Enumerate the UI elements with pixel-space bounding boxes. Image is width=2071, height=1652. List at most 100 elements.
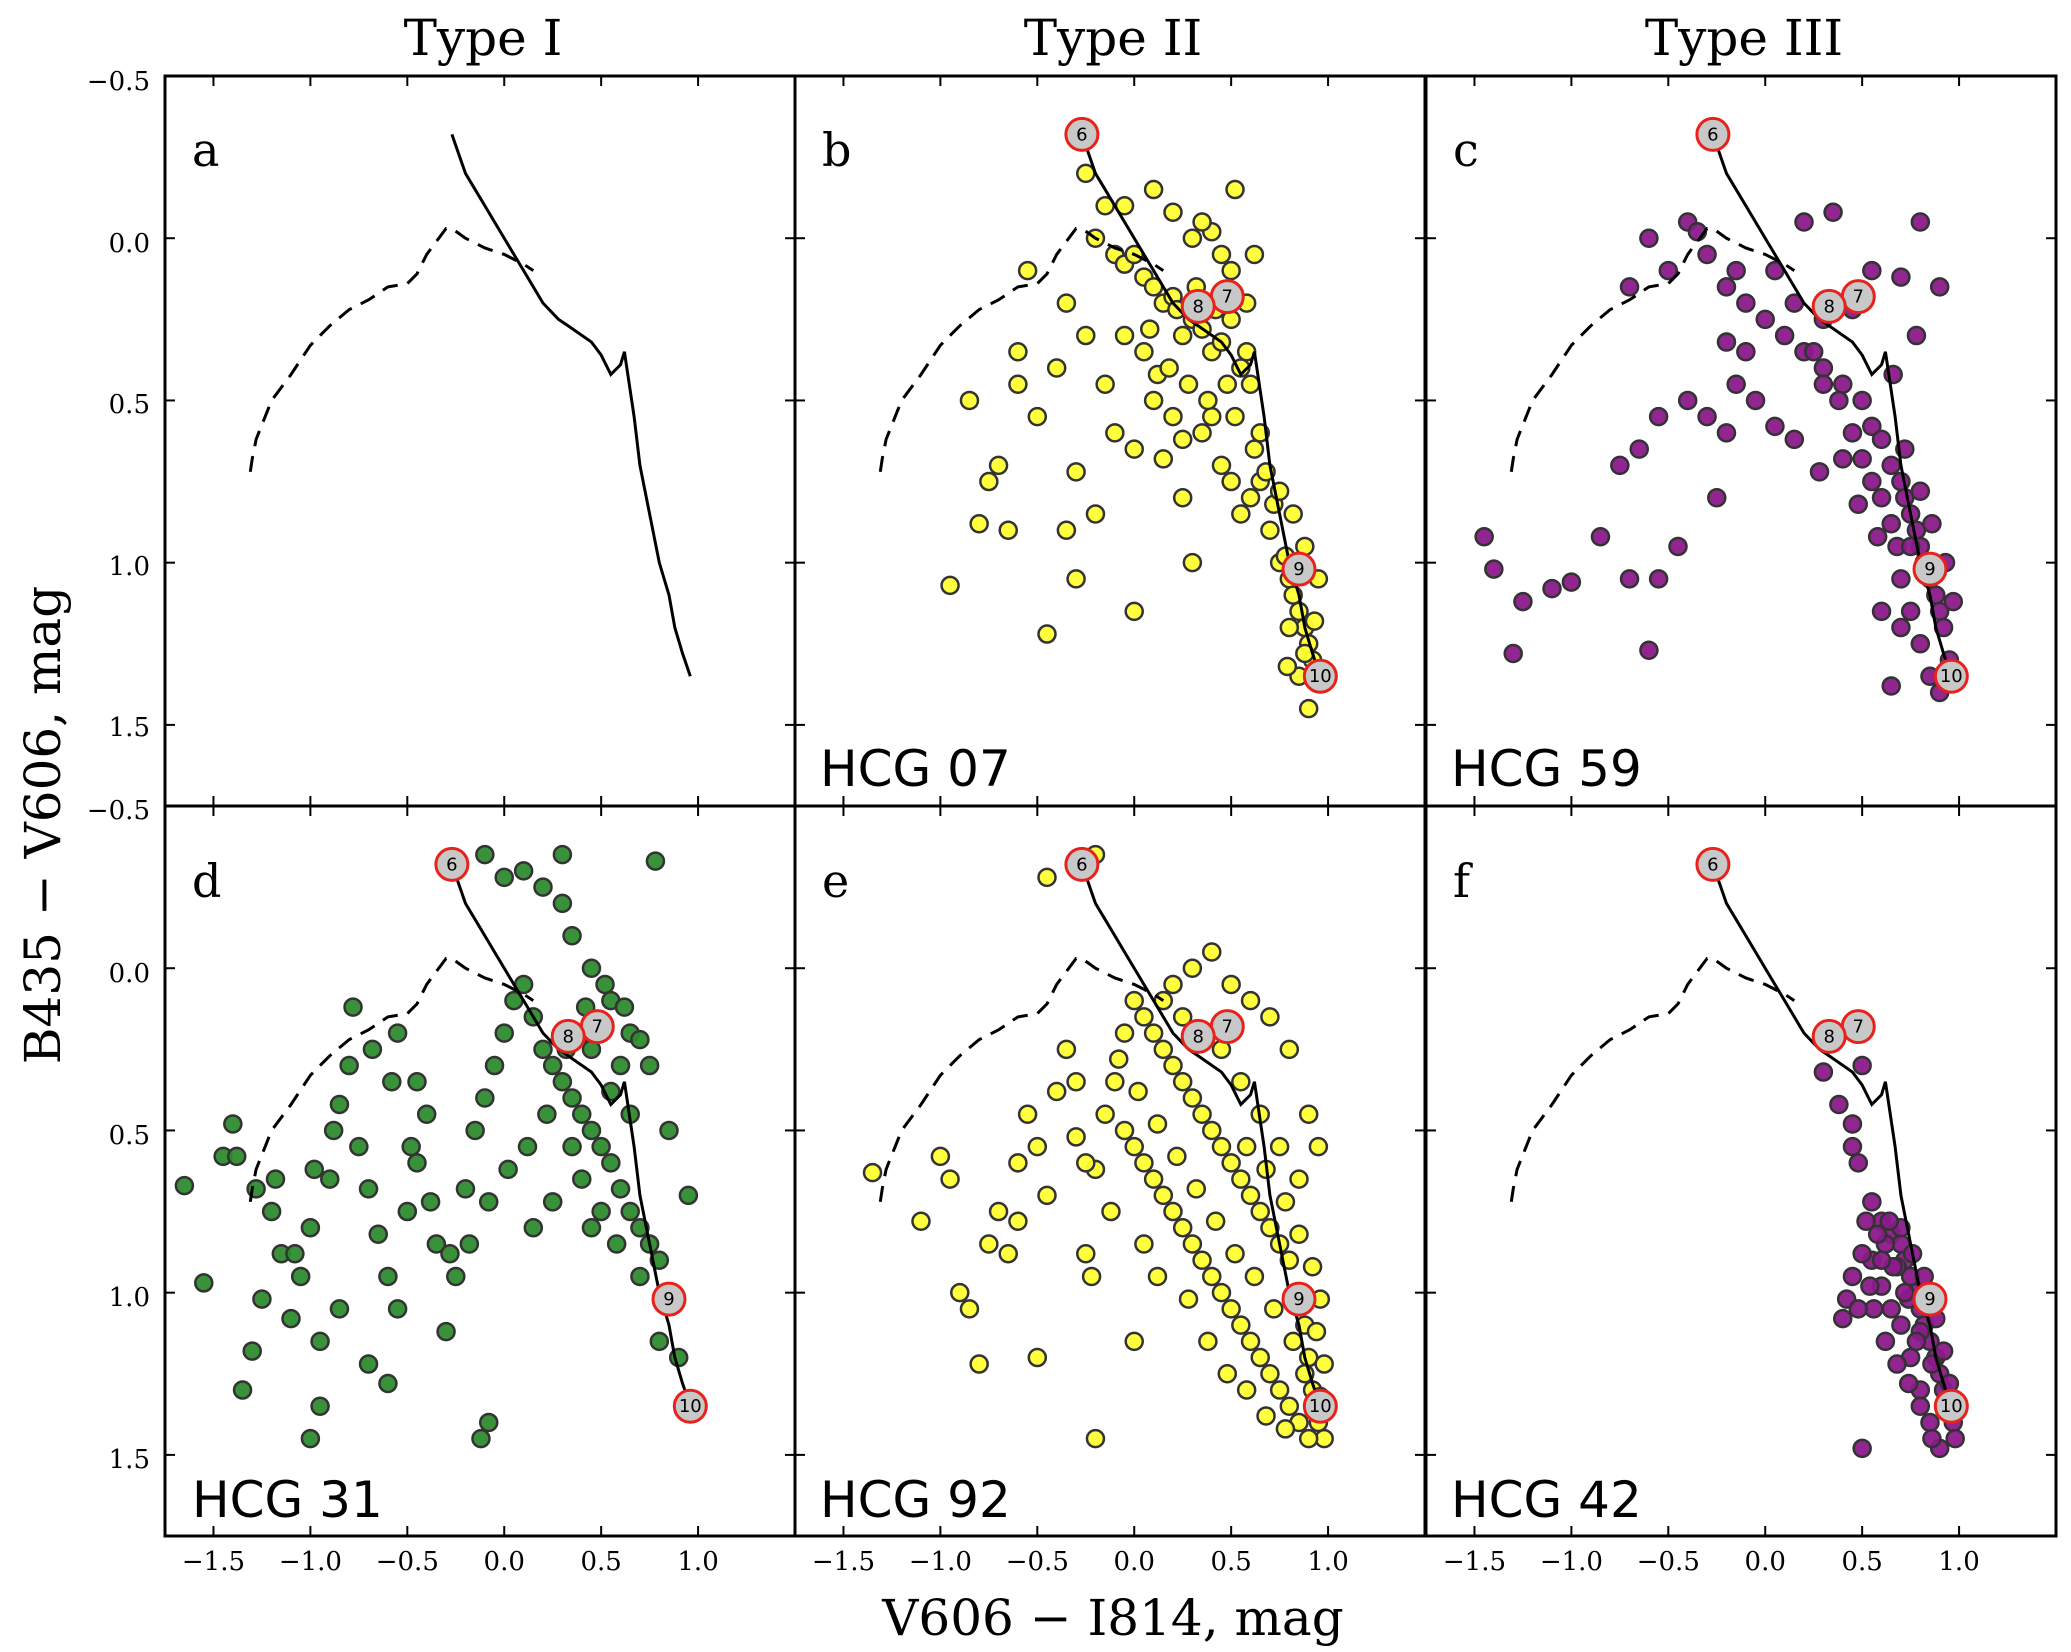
age-marker-circle: [1281, 551, 1317, 587]
data-point: [1860, 1276, 1880, 1296]
data-point: [1314, 1354, 1334, 1374]
x-tick-label: 1.0: [677, 1547, 718, 1577]
data-point: [1172, 429, 1193, 450]
data-point: [1037, 1185, 1057, 1206]
panel-e: 6 78 9 10: [793, 804, 1427, 1538]
data-point: [358, 1179, 379, 1199]
data-point: [911, 1211, 931, 1232]
age-marker-6: 6: [434, 846, 470, 882]
data-point: [969, 1354, 989, 1374]
data-point: [1707, 488, 1727, 508]
data-point: [1283, 1331, 1303, 1352]
data-point: [285, 1243, 305, 1264]
age-marker-8: 8: [550, 1018, 586, 1054]
data-point: [1202, 1266, 1222, 1287]
data-point: [537, 1104, 557, 1124]
data-point: [1244, 439, 1265, 459]
data-point: [1697, 244, 1717, 265]
age-marker-6: 6: [1695, 116, 1731, 152]
data-point: [601, 1153, 621, 1173]
data-point: [1066, 462, 1086, 482]
age-marker-circle: [672, 1388, 708, 1424]
age-marker-8: 8: [1811, 1018, 1847, 1054]
age-marker-circle: [1064, 846, 1100, 882]
data-point: [1205, 1211, 1226, 1232]
data-point: [440, 1243, 460, 1264]
age-marker-10: 10: [1933, 1388, 1969, 1424]
data-point: [1147, 1266, 1168, 1287]
data-point: [1809, 462, 1830, 482]
data-point: [387, 1023, 408, 1043]
data-point: [1474, 526, 1494, 547]
data-point: [1943, 591, 1964, 612]
data-point: [1697, 406, 1717, 427]
data-point: [382, 1072, 402, 1092]
data-point: [349, 1136, 369, 1157]
data-point: [320, 1169, 340, 1189]
model-track-dashed: [1509, 956, 1796, 1203]
data-point: [1202, 942, 1222, 962]
y-tick-label: 1.5: [109, 713, 150, 743]
data-point: [407, 1153, 427, 1173]
column-titles: Type I Type II Type III: [404, 9, 1844, 67]
data-point: [1182, 958, 1203, 978]
data-point: [465, 1120, 485, 1141]
data-point: [1755, 309, 1775, 330]
age-marker-8: 8: [1180, 288, 1216, 324]
data-point: [1182, 1234, 1203, 1254]
data-point: [1852, 1055, 1872, 1076]
data-point: [1794, 212, 1814, 232]
data-point: [1629, 439, 1649, 459]
data-point: [1244, 1266, 1265, 1287]
data-point: [1871, 601, 1892, 622]
x-tick-label: −1.5: [182, 1547, 245, 1577]
data-point: [1076, 1243, 1096, 1264]
age-marker-label: 9: [1293, 1289, 1304, 1310]
data-point: [1147, 1114, 1168, 1134]
data-point: [1895, 1282, 1915, 1303]
data-point: [1900, 601, 1921, 622]
data-point: [1081, 1266, 1102, 1287]
data-point: [1906, 325, 1927, 346]
data-point: [581, 1218, 602, 1238]
data-point: [1277, 656, 1298, 677]
data-point: [1250, 1347, 1270, 1368]
data-point: [1784, 429, 1805, 450]
data-point: [252, 1289, 272, 1309]
y-tick-label: 0.5: [109, 390, 150, 420]
data-point: [1260, 520, 1280, 540]
data-point: [416, 1104, 437, 1124]
data-point: [1910, 212, 1931, 232]
data-point: [459, 1234, 480, 1254]
data-point: [1163, 1201, 1183, 1222]
data-point: [1153, 1039, 1174, 1060]
data-point: [1279, 617, 1300, 638]
data-point: [1124, 990, 1144, 1011]
data-point: [1240, 374, 1261, 394]
data-point: [1298, 1428, 1319, 1449]
data-point: [1046, 358, 1067, 378]
data-point: [1240, 488, 1261, 508]
data-point: [1124, 1136, 1144, 1157]
data-point: [959, 390, 980, 411]
data-point: [581, 1120, 602, 1141]
data-point: [1124, 1331, 1144, 1352]
panel-d: 6 78 9 10: [163, 804, 797, 1538]
age-marker-circle: [1811, 1018, 1847, 1054]
data-point: [1260, 1364, 1280, 1384]
age-marker-8: 8: [1180, 1018, 1216, 1054]
data-point: [1008, 342, 1028, 362]
data-point: [1172, 1072, 1193, 1092]
data-point: [358, 1354, 379, 1374]
data-point: [1275, 1419, 1296, 1439]
data-point: [362, 1039, 383, 1060]
data-point: [1202, 1120, 1222, 1141]
panel-frame: [793, 804, 1427, 1538]
age-marker-label: 6: [1076, 854, 1087, 875]
x-axis-label: V606 − I814, mag: [881, 1589, 1343, 1647]
data-point: [1639, 228, 1659, 248]
data-point: [1163, 974, 1183, 995]
data-point: [1143, 1023, 1164, 1043]
data-point: [1867, 526, 1888, 547]
